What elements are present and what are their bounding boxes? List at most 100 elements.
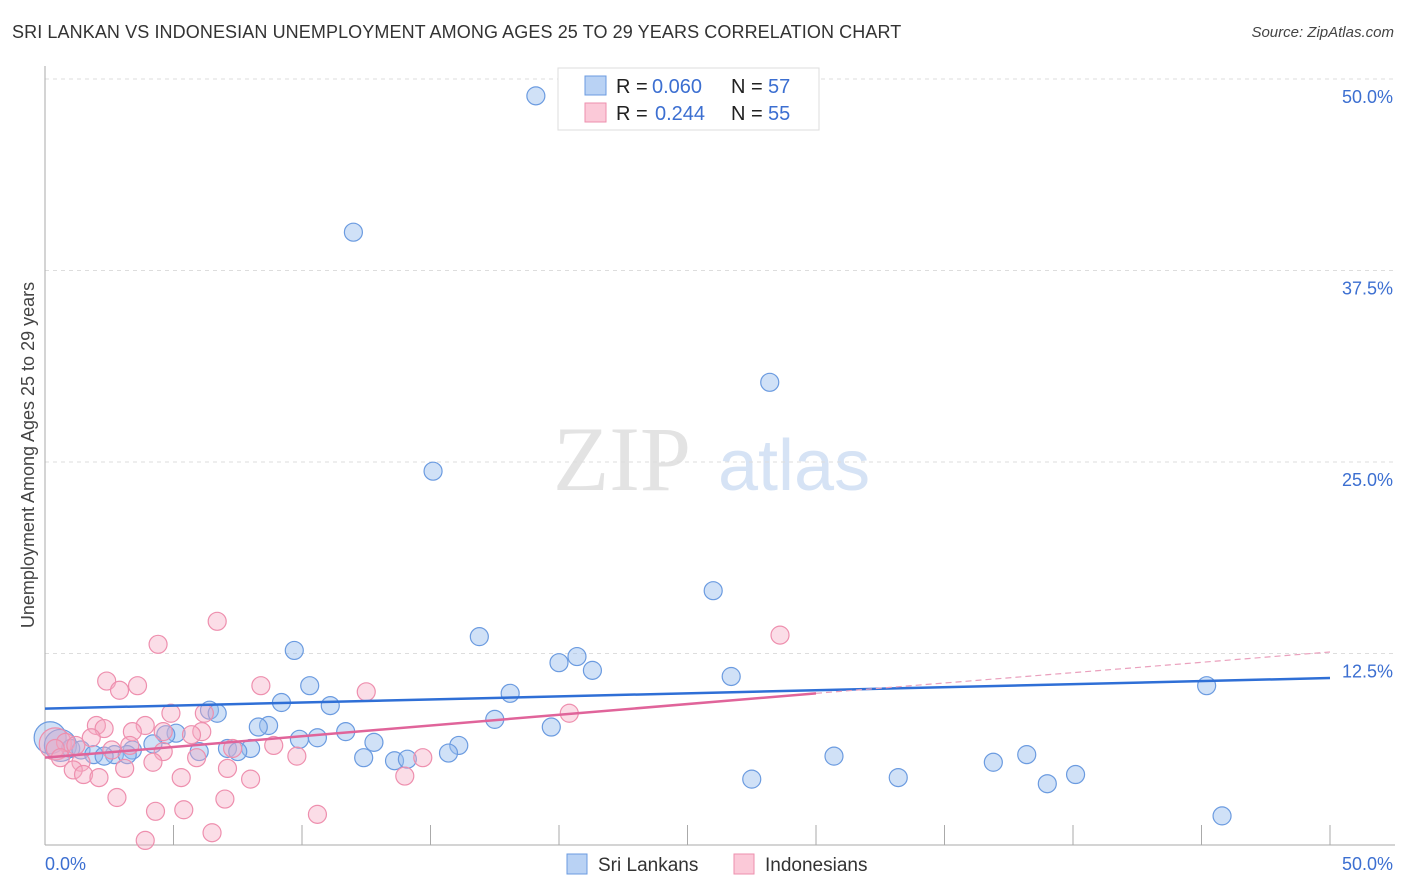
sri-lankans-point xyxy=(526,86,546,106)
indonesians-point xyxy=(287,746,307,766)
indonesians-point xyxy=(207,611,227,631)
legend-r-label: R = xyxy=(616,76,648,98)
indonesians-point xyxy=(194,703,214,723)
indonesians-point xyxy=(102,740,122,760)
indonesians-point xyxy=(356,682,376,702)
sri-lankans-point xyxy=(364,732,384,752)
indonesians-point xyxy=(86,715,107,736)
legend-r-label: R = xyxy=(616,103,648,125)
indonesians-point xyxy=(127,676,148,696)
x-tick-label: 50.0% xyxy=(1342,854,1393,874)
sri-lankans-point xyxy=(320,695,340,716)
indonesians-point xyxy=(770,625,790,645)
legend-swatch xyxy=(584,102,607,123)
sri-lankans-point xyxy=(438,743,459,763)
sri-lankans-point xyxy=(449,735,469,756)
sri-lankans-point xyxy=(1017,745,1037,765)
indonesians-point xyxy=(223,738,243,759)
indonesians-point xyxy=(143,752,163,772)
indonesians-point xyxy=(145,801,166,821)
sri-lankans-point xyxy=(343,222,363,242)
sri-lankans-point xyxy=(983,752,1003,772)
indonesians-point xyxy=(71,752,91,772)
x-tick-label: 0.0% xyxy=(45,854,86,874)
indonesians-point xyxy=(181,725,202,745)
indonesians-trend-extension xyxy=(815,651,1331,694)
bottom-legend-swatch-indonesians xyxy=(733,853,755,875)
indonesians-point xyxy=(264,735,284,756)
sri-lankans-point xyxy=(258,715,279,736)
sri-lankans-point xyxy=(888,767,908,788)
legend-n-label: N = xyxy=(731,103,763,125)
indonesians-point xyxy=(187,748,207,768)
indonesians-point xyxy=(251,676,271,696)
sri-lankans-point xyxy=(397,749,417,769)
watermark-atlas: atlas xyxy=(718,426,870,506)
y-tick-label: 50.0% xyxy=(1342,87,1393,107)
sri-lankans-trend-line xyxy=(44,676,1331,710)
sri-lankans-point xyxy=(423,461,443,481)
bottom-legend-label: Indonesians xyxy=(765,855,867,876)
sri-lankans-point xyxy=(289,729,310,749)
legend-n-label: N = xyxy=(731,76,763,98)
indonesians-point xyxy=(81,728,101,748)
legend-r-value: 0.060 xyxy=(652,76,702,98)
y-tick-label: 12.5% xyxy=(1342,662,1393,682)
legend-n-value: 55 xyxy=(768,103,790,125)
sri-lankans-point xyxy=(300,676,320,696)
sri-lankans-point xyxy=(721,666,741,687)
indonesians-point xyxy=(89,767,109,788)
sri-lankans-point xyxy=(549,653,569,673)
sri-lankans-point xyxy=(760,372,780,392)
watermark-zip: ZIP xyxy=(553,408,691,510)
indonesians-point xyxy=(413,748,433,768)
sri-lankans-point xyxy=(248,717,268,737)
indonesians-point xyxy=(107,787,127,808)
sri-lankans-point xyxy=(824,746,844,766)
sri-lankans-point xyxy=(742,769,762,789)
sri-lankans-point xyxy=(541,717,561,737)
sri-lankans-point xyxy=(469,627,489,647)
sri-lankans-point xyxy=(582,660,603,680)
y-tick-label: 37.5% xyxy=(1342,279,1393,299)
indonesians-point xyxy=(153,722,173,742)
bottom-legend-swatch-sri-lankans xyxy=(566,853,588,875)
legend-swatch xyxy=(584,75,607,96)
sri-lankans-point xyxy=(703,581,723,601)
indonesians-point xyxy=(135,830,155,851)
y-tick-label: 25.0% xyxy=(1342,470,1393,490)
indonesians-point xyxy=(171,767,191,788)
y-axis-label: Unemployment Among Ages 25 to 29 years xyxy=(18,282,38,628)
sri-lankans-point xyxy=(284,640,304,661)
indonesians-point xyxy=(109,680,130,700)
indonesians-trend-line xyxy=(44,692,817,759)
sri-lankans-point xyxy=(567,646,587,667)
legend-r-value: 0.244 xyxy=(655,103,705,125)
indonesians-point xyxy=(66,735,86,756)
sri-lankans-point xyxy=(1065,764,1086,785)
source-label: Source: ZipAtlas.com xyxy=(1251,24,1394,41)
sri-lankans-point xyxy=(354,748,374,768)
indonesians-point xyxy=(63,760,83,780)
indonesians-point xyxy=(148,634,168,654)
indonesians-point xyxy=(395,766,415,786)
indonesians-point xyxy=(217,758,238,779)
indonesians-point xyxy=(215,789,235,809)
indonesians-point xyxy=(307,804,328,824)
indonesians-point xyxy=(241,769,261,789)
sri-lankans-point xyxy=(1037,774,1057,794)
sri-lankans-point xyxy=(500,683,520,703)
indonesians-point xyxy=(202,823,222,843)
bottom-legend-label: Sri Lankans xyxy=(598,855,698,876)
indonesians-point xyxy=(174,800,194,820)
sri-lankans-point xyxy=(307,728,328,748)
indonesians-point xyxy=(73,764,94,785)
indonesians-point xyxy=(115,758,135,779)
chart-title: SRI LANKAN VS INDONESIAN UNEMPLOYMENT AM… xyxy=(12,22,902,42)
indonesians-point xyxy=(161,703,181,723)
legend-n-value: 57 xyxy=(768,76,790,98)
sri-lankans-point xyxy=(1212,806,1232,826)
sri-lankans-point xyxy=(1197,676,1217,696)
